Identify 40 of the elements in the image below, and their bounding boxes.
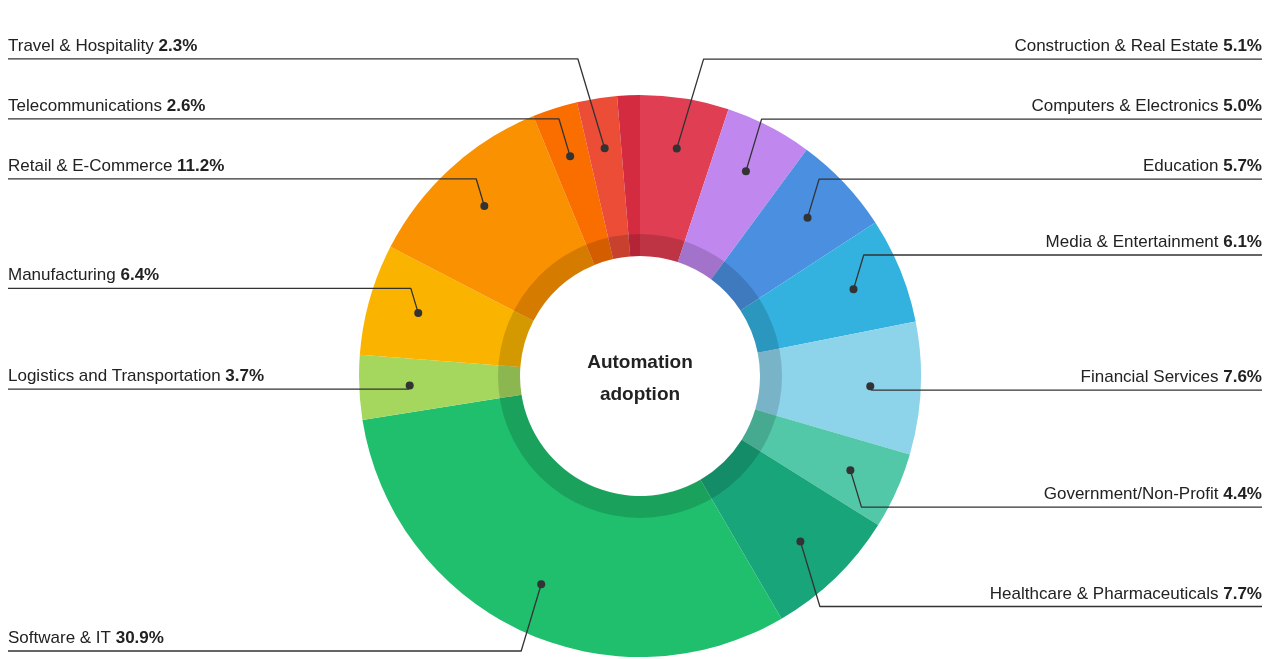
slice-label: Education	[1142, 156, 1219, 176]
data-label: 30.9%	[110, 628, 164, 647]
data-label: 7.7%	[1218, 583, 1262, 603]
donut-slice	[700, 439, 879, 619]
donut-slice	[741, 409, 910, 526]
slice-label: Computers & Electronics	[1031, 96, 1219, 116]
slice-label: Media & Entertainment	[1045, 232, 1219, 252]
donut-slice	[359, 246, 534, 367]
data-label: 11.2%	[172, 155, 225, 175]
data-label: 3.7%	[220, 366, 265, 386]
donut-slice	[390, 116, 595, 321]
donut-slice	[640, 95, 729, 263]
data-label: 5.1%	[1218, 36, 1262, 56]
data-label: 6.4%	[115, 265, 160, 285]
slice-label: Telecommunications	[8, 95, 163, 115]
slice-label: Government/Non-Profit	[1043, 484, 1219, 504]
slice-label: Manufacturing	[8, 265, 116, 285]
donut-slice	[533, 102, 614, 265]
slice-label: Logistics and Transportation	[8, 366, 221, 386]
text: Automation adoption	[586, 350, 694, 406]
donut-slice	[677, 109, 807, 280]
donut-slice	[576, 95, 631, 260]
slice-label: Construction & Real Estate	[1014, 36, 1219, 56]
slice-label: Travel & Hospitality	[8, 35, 154, 55]
donut-slice	[711, 149, 876, 311]
data-label: 5.0%	[1218, 96, 1262, 116]
data-label: 2.3%	[153, 35, 198, 55]
donut-slice	[359, 354, 522, 420]
donut-slice	[740, 222, 916, 353]
data-label: 6.1%	[1218, 232, 1262, 252]
data-label: 4.4%	[1218, 484, 1262, 504]
slice-label: Financial Services	[1080, 367, 1219, 387]
data-label: 7.6%	[1218, 367, 1262, 387]
data-label: 5.7%	[1218, 156, 1262, 176]
data-label: 2.6%	[162, 95, 206, 115]
slice-label: Software & IT	[8, 628, 111, 647]
donut-slice	[755, 321, 921, 455]
donut-slice	[617, 95, 640, 257]
slice-label: Healthcare & Pharmaceuticals	[989, 583, 1219, 603]
slice-label: Retail & E-Commerce	[8, 155, 173, 175]
